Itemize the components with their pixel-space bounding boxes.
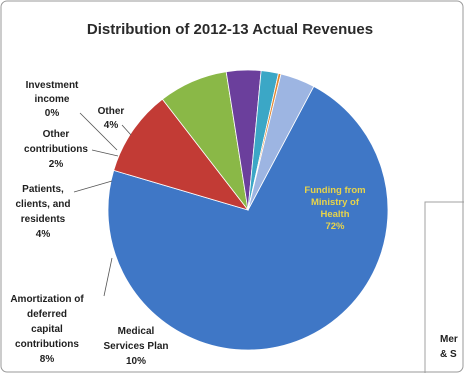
slice-label-5: Investment income 0% [26,80,79,119]
slice-label-4: Other contributions 2% [24,129,88,170]
slice-label-line: capital [31,324,63,335]
slice-label-3: Patients, clients, and residents 4% [15,184,70,240]
slice-label-line: Other [98,106,125,117]
slice-percent: 2% [49,159,64,170]
slice-percent: 4% [104,120,119,131]
chart-title: Distribution of 2012-13 Actual Revenues [87,21,373,38]
leader-line-5 [79,112,118,151]
leader-lines [73,112,132,297]
slice-label-0: Funding from Ministry of Health 72% [304,185,365,232]
slice-label-line: Services Plan [103,341,168,352]
slice-label-line: Other [43,129,70,140]
leader-line-2 [103,257,113,297]
leader-line-3 [73,180,113,193]
pie-slice-6 [247,73,315,211]
slice-label-line: Medical [118,326,155,337]
leader-line-4 [91,149,119,157]
leader-line-6 [121,124,132,136]
background-label-line-1: Mer [440,334,458,345]
slice-percent: 4% [36,229,51,240]
slice-label-line: Health [320,209,349,220]
slice-label-line: clients, and [15,199,70,210]
background-label-line-2: & S [440,349,457,360]
slice-label-line: income [34,94,69,105]
slice-percent: 0% [45,108,60,119]
slice-label-6: Other 4% [98,106,125,131]
slice-label-line: Patients, [22,184,64,195]
slice-label-line: residents [21,214,66,225]
slice-label-line: contributions [15,339,79,350]
slice-label-1: Medical Services Plan 10% [103,326,168,367]
slice-label-line: Ministry of [311,197,360,208]
slice-percent: 8% [40,354,55,365]
slice-label-line: Amortization of [10,294,84,305]
slice-percent: 72% [325,221,345,232]
slice-label-line: deferred [27,309,67,320]
slice-label-line: Funding from [304,185,365,196]
slice-label-line: Investment [26,80,79,91]
slice-labels: Funding from Ministry of Health 72% Medical S… [10,80,365,367]
pie-slice-1 [113,98,250,211]
pie-slices [107,69,389,351]
pie-slice-0 [107,85,389,351]
slice-label-line: contributions [24,144,88,155]
slice-label-2: Amortization of deferred capital contributi… [10,294,84,365]
background-chart-frame [424,201,464,373]
slice-percent: 10% [126,356,146,367]
